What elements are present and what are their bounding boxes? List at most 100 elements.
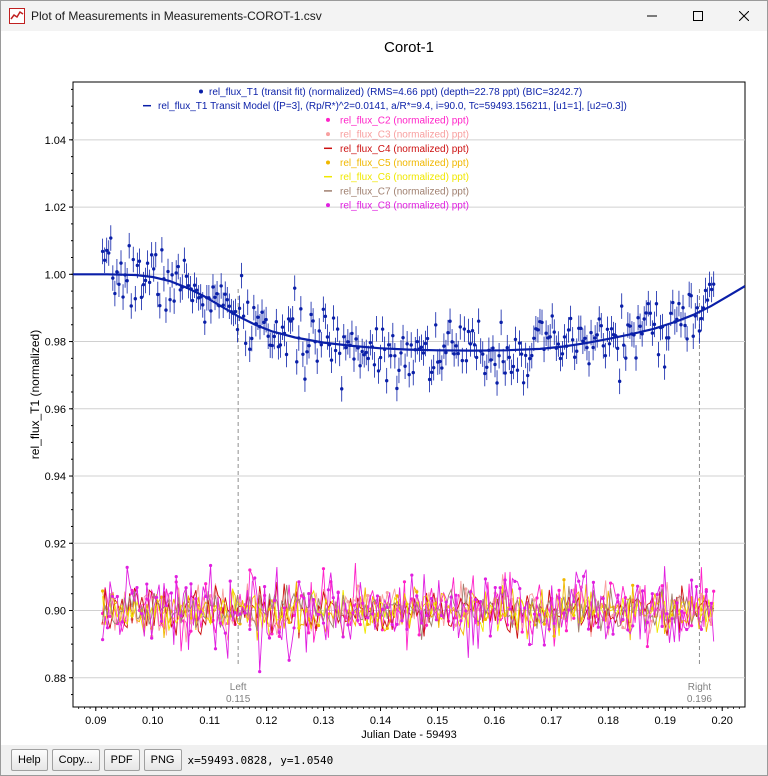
point-rel_flux_T1	[364, 350, 368, 355]
point-rel_flux_C5	[415, 590, 419, 594]
point-rel_flux_T1	[203, 320, 207, 324]
y-tick-label: 0.98	[45, 337, 66, 349]
x-tick-label: 0.12	[256, 715, 277, 727]
point-rel_flux_T1	[646, 301, 650, 306]
point-rel_flux_T1	[599, 324, 603, 328]
point-rel_flux_C8	[650, 592, 654, 596]
minimize-button[interactable]	[629, 1, 675, 31]
point-rel_flux_T1	[235, 327, 240, 332]
point-rel_flux_T1	[301, 352, 305, 357]
point-rel_flux_C8	[282, 606, 286, 610]
point-rel_flux_T1	[113, 291, 117, 296]
point-rel_flux_C2	[712, 589, 716, 593]
point-rel_flux_T1	[454, 344, 458, 348]
point-rel_flux_T1	[105, 248, 109, 253]
point-rel_flux_T1	[225, 298, 229, 302]
point-rel_flux_T1	[156, 292, 160, 297]
point-rel_flux_T1	[411, 370, 415, 375]
point-rel_flux_C8	[537, 613, 542, 617]
point-rel_flux_T1	[121, 295, 125, 299]
point-rel_flux_T1	[354, 337, 358, 341]
point-rel_flux_T1	[615, 346, 620, 351]
point-rel_flux_C3	[464, 587, 468, 591]
point-rel_flux_T1	[656, 352, 661, 357]
point-rel_flux_T1	[513, 337, 518, 342]
point-rel_flux_T1	[429, 370, 434, 375]
point-rel_flux_C8	[199, 610, 203, 614]
point-rel_flux_T1	[305, 350, 309, 354]
point-rel_flux_T1	[677, 301, 681, 306]
point-rel_flux_T1	[634, 356, 638, 360]
point-rel_flux_C8	[262, 584, 267, 589]
point-rel_flux_T1	[358, 364, 362, 368]
point-rel_flux_T1	[380, 327, 385, 331]
x-tick-label: 0.09	[85, 715, 106, 727]
point-rel_flux_T1	[427, 377, 432, 382]
point-rel_flux_C8	[562, 611, 566, 615]
x-tick-label: 0.19	[655, 715, 676, 727]
point-rel_flux_C3	[189, 621, 193, 625]
point-rel_flux_C8	[233, 611, 237, 615]
point-rel_flux_T1	[192, 283, 197, 287]
point-rel_flux_T1	[387, 343, 391, 347]
point-rel_flux_T1	[489, 358, 493, 362]
point-rel_flux_T1	[262, 320, 266, 325]
point-rel_flux_T1	[321, 307, 326, 311]
point-rel_flux_C8	[655, 592, 659, 597]
legend-entry: rel_flux_C2 (normalized) ppt)	[340, 115, 469, 126]
point-rel_flux_T1	[141, 282, 146, 287]
right-marker-value: 0.196	[687, 694, 712, 705]
point-rel_flux_T1	[556, 342, 561, 346]
point-rel_flux_C2	[402, 580, 407, 584]
point-rel_flux_C8	[567, 608, 571, 612]
point-rel_flux_T1	[344, 345, 348, 350]
point-rel_flux_T1	[360, 349, 364, 354]
point-rel_flux_T1	[636, 316, 640, 320]
point-rel_flux_T1	[491, 346, 495, 350]
point-rel_flux_T1	[182, 258, 187, 262]
point-rel_flux_T1	[239, 273, 244, 278]
point-rel_flux_T1	[376, 369, 381, 373]
point-rel_flux_C5	[395, 594, 399, 598]
plot-area[interactable]: Corot-1 0.88 0.90 0.92 0.94 0.96 0.98 1.00 1.02 1…	[1, 31, 767, 745]
help-button[interactable]: Help	[11, 749, 48, 771]
point-rel_flux_C8	[302, 596, 306, 600]
point-rel_flux_T1	[329, 358, 334, 362]
point-rel_flux_T1	[562, 335, 567, 339]
point-rel_flux_T1	[303, 377, 307, 381]
point-rel_flux_T1	[679, 323, 683, 327]
point-rel_flux_C2	[689, 624, 694, 628]
point-rel_flux_T1	[568, 316, 573, 321]
point-rel_flux_C5	[316, 623, 321, 628]
point-rel_flux_T1	[154, 253, 158, 257]
pdf-button[interactable]: PDF	[103, 749, 140, 771]
point-rel_flux_C8	[208, 563, 213, 568]
point-rel_flux_T1	[331, 316, 336, 320]
light-curve-chart[interactable]: Corot-1 0.88 0.90 0.92 0.94 0.96 0.98 1.00 1.02 1…	[1, 31, 767, 745]
point-rel_flux_T1	[468, 342, 473, 346]
point-rel_flux_T1	[178, 288, 182, 292]
maximize-button[interactable]	[675, 1, 721, 31]
point-rel_flux_C2	[307, 631, 311, 635]
point-rel_flux_T1	[250, 336, 254, 341]
point-rel_flux_C8	[660, 624, 664, 628]
point-rel_flux_T1	[648, 311, 653, 315]
title-bar[interactable]: Plot of Measurements in Measurements-COR…	[1, 1, 767, 31]
point-rel_flux_T1	[523, 353, 528, 358]
point-rel_flux_T1	[481, 352, 485, 356]
legend-symbol	[326, 203, 330, 208]
point-rel_flux_C8	[312, 597, 316, 602]
point-rel_flux_C8	[395, 622, 399, 626]
point-rel_flux_C8	[704, 590, 708, 594]
copy-button[interactable]: Copy...	[51, 749, 100, 771]
point-rel_flux_T1	[581, 339, 585, 343]
point-rel_flux_C2	[660, 584, 664, 588]
point-rel_flux_C3	[346, 600, 350, 604]
point-rel_flux_T1	[325, 335, 330, 339]
png-button[interactable]: PNG	[143, 749, 182, 771]
point-rel_flux_T1	[409, 343, 413, 347]
point-rel_flux_C8	[366, 616, 370, 620]
close-button[interactable]	[721, 1, 767, 31]
point-rel_flux_T1	[266, 334, 270, 338]
